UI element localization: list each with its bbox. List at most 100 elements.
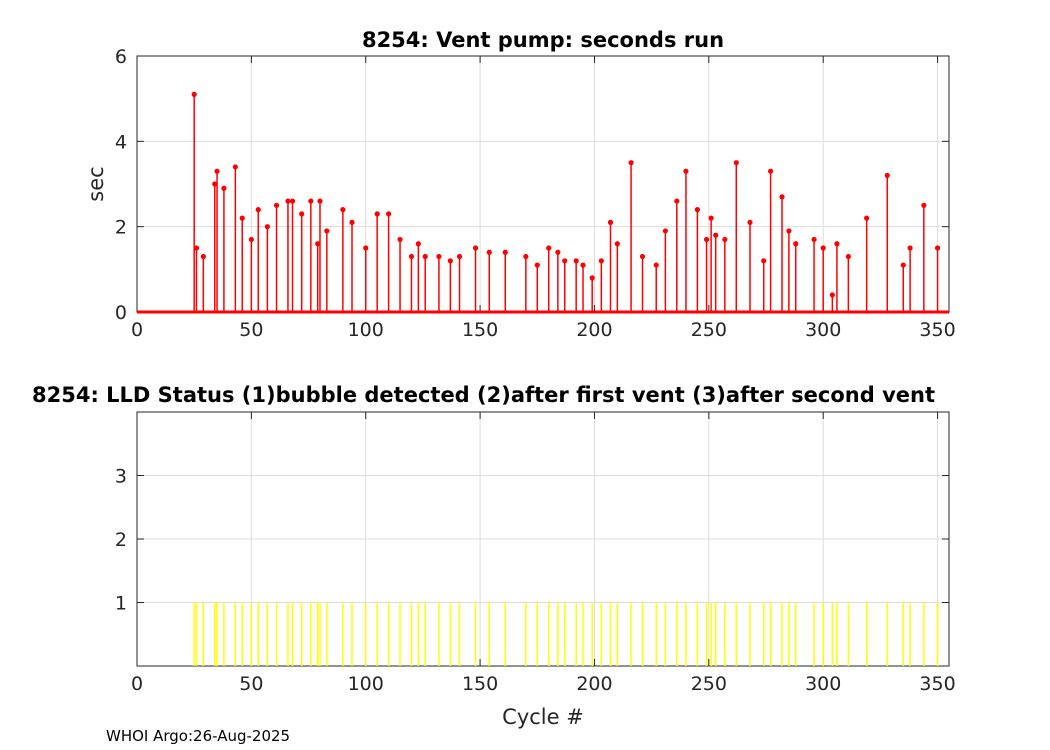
lld-ytick-label: 1 xyxy=(115,593,127,615)
pump-point xyxy=(921,202,927,208)
pump-title: 8254: Vent pump: seconds run xyxy=(362,28,724,52)
pump-point xyxy=(733,160,739,166)
pump-point xyxy=(767,168,774,174)
pump-ytick-label: 0 xyxy=(115,302,127,324)
pump-ticks: 0 50 100 150 200 250 300 350 0 2 4 6 xyxy=(115,46,956,341)
pump-point xyxy=(408,253,415,260)
pump-point xyxy=(232,164,238,170)
pump-ytick-label: 4 xyxy=(115,131,127,153)
pump-ytick-label: 6 xyxy=(115,46,127,68)
footer-label: WHOI Argo:26-Aug-2025 xyxy=(106,727,290,745)
lld-xtick-label: 200 xyxy=(576,673,612,695)
pump-point xyxy=(486,249,492,255)
pump-xtick-label: 200 xyxy=(576,319,612,341)
lld-xtick-label: 150 xyxy=(462,673,498,695)
pump-point xyxy=(546,245,552,251)
pump-point xyxy=(534,262,540,268)
pump-point xyxy=(607,219,614,225)
lld-xtick-label: 350 xyxy=(919,673,955,695)
pump-point xyxy=(324,228,330,234)
pump-point xyxy=(248,236,254,243)
pump-xtick-label: 300 xyxy=(805,319,841,341)
pump-marks xyxy=(137,91,949,314)
lld-ticks: 0 50 100 150 200 250 300 350 1 2 3 xyxy=(115,412,956,695)
pump-xtick-label: 350 xyxy=(919,319,955,341)
pump-point xyxy=(456,253,463,260)
pump-point xyxy=(374,211,380,217)
pump-point xyxy=(761,258,767,264)
pump-point xyxy=(264,224,270,230)
pump-xtick-label: 250 xyxy=(691,319,727,341)
pump-point xyxy=(212,181,218,187)
pump-point xyxy=(829,292,835,298)
pump-ytick-label: 2 xyxy=(115,217,127,239)
pump-point xyxy=(555,249,561,255)
pump-point xyxy=(811,236,817,243)
lld-xtick-label: 0 xyxy=(131,673,143,695)
pump-point xyxy=(299,211,305,217)
lld-xlabel: Cycle # xyxy=(502,705,584,729)
pump-point xyxy=(934,245,941,251)
pump-point xyxy=(315,241,321,247)
lld-ytick-label: 2 xyxy=(115,529,127,551)
pump-point xyxy=(562,258,568,264)
pump-point xyxy=(191,91,197,97)
pump-point xyxy=(523,253,529,260)
pump-point xyxy=(255,207,261,213)
pump-point xyxy=(747,219,753,225)
pump-point xyxy=(573,258,579,264)
pump-point xyxy=(694,207,700,213)
pump-point xyxy=(349,219,355,225)
pump-xtick-label: 100 xyxy=(348,319,384,341)
pump-point xyxy=(639,253,646,260)
pump-point xyxy=(436,253,442,260)
pump-point xyxy=(703,236,710,243)
pump-xtick-label: 0 xyxy=(131,319,143,341)
pump-point xyxy=(289,198,296,204)
pump-point xyxy=(472,245,479,251)
pump-point xyxy=(447,258,453,264)
pump-point xyxy=(722,236,728,243)
pump-point xyxy=(628,160,634,166)
pump-point xyxy=(884,172,890,179)
pump-point xyxy=(589,275,595,281)
pump-point xyxy=(214,168,220,174)
pump-point xyxy=(340,207,346,213)
pump-point xyxy=(415,241,421,247)
lld-xtick-label: 100 xyxy=(348,673,384,695)
pump-point xyxy=(662,228,668,234)
pump-axes: 0 50 100 150 200 250 300 350 0 2 4 6 8254: Vent pum… xyxy=(84,28,956,341)
pump-point xyxy=(193,245,200,251)
pump-point xyxy=(422,253,428,260)
lld-ytick-label: 3 xyxy=(115,466,127,488)
pump-point xyxy=(907,245,913,251)
pump-point xyxy=(793,241,799,247)
lld-xtick-label: 300 xyxy=(805,673,841,695)
pump-point xyxy=(200,253,206,260)
pump-point xyxy=(708,215,714,221)
pump-ylabel: sec xyxy=(84,166,108,201)
lld-xtick-label: 50 xyxy=(239,673,263,695)
pump-xtick-label: 50 xyxy=(239,319,263,341)
pump-point xyxy=(820,245,826,251)
pump-point xyxy=(580,262,586,268)
pump-point xyxy=(834,241,840,247)
pump-point xyxy=(221,185,227,191)
pump-point xyxy=(502,249,508,255)
lld-axes: 0 50 100 150 200 250 300 350 1 2 3 8254: LLD Statu… xyxy=(32,383,956,729)
pump-point xyxy=(273,202,280,208)
pump-point xyxy=(713,232,719,238)
pump-point xyxy=(386,211,392,217)
pump-point xyxy=(363,245,369,251)
pump-point xyxy=(683,168,689,174)
pump-point xyxy=(308,198,314,204)
lld-marks xyxy=(193,602,939,666)
pump-point xyxy=(845,253,851,260)
pump-point xyxy=(614,241,620,247)
pump-point xyxy=(397,236,403,243)
pump-point xyxy=(239,215,245,221)
pump-point xyxy=(900,262,906,268)
pump-point xyxy=(779,194,785,200)
pump-point xyxy=(864,215,870,221)
